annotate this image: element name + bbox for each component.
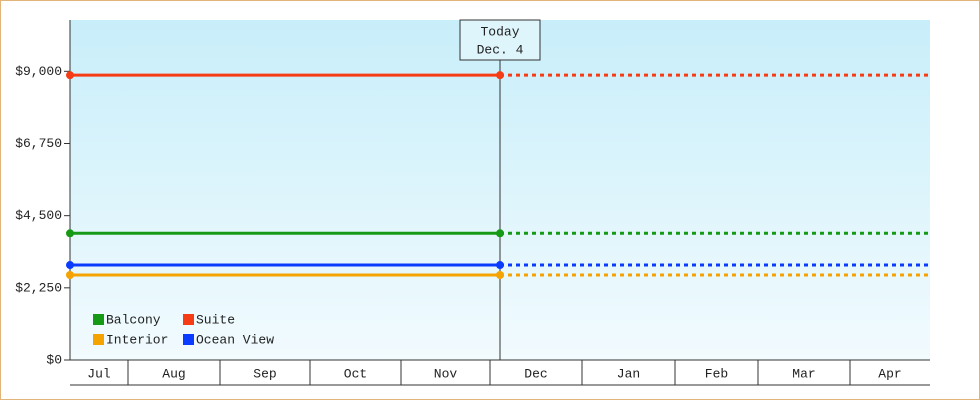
x-tick-label: Nov (434, 366, 458, 381)
y-tick-label: $4,500 (15, 208, 62, 223)
series-point (66, 71, 74, 80)
legend-swatch (93, 314, 104, 325)
legend-swatch (183, 314, 194, 325)
series-point (66, 261, 74, 270)
y-tick-label: $2,250 (15, 280, 62, 295)
x-tick-label: Oct (344, 366, 367, 381)
x-tick-label: Dec (524, 366, 547, 381)
series-point (66, 271, 74, 279)
today-box (459, 19, 541, 61)
x-tick-label: Apr (878, 366, 901, 381)
series-point (66, 229, 74, 238)
x-tick-label: Jul (87, 366, 111, 381)
x-tick-label: Sep (253, 366, 276, 381)
y-tick-label: $0 (46, 352, 62, 367)
series-point (496, 229, 504, 238)
y-tick-label: $6,750 (15, 136, 62, 151)
y-tick-label: $9,000 (15, 64, 62, 79)
legend-label: Ocean View (196, 332, 274, 347)
today-title: Today (480, 24, 519, 39)
series-point (496, 261, 504, 270)
series-point (496, 71, 504, 80)
legend-swatch (183, 334, 194, 345)
x-tick-label: Feb (705, 366, 728, 381)
today-date: Dec. 4 (477, 42, 524, 57)
series-point (496, 271, 504, 279)
legend-label: Interior (106, 332, 168, 347)
x-tick-label: Mar (792, 366, 815, 381)
x-tick-label: Aug (162, 366, 185, 381)
legend-label: Balcony (106, 312, 161, 327)
legend-swatch (93, 334, 104, 345)
x-tick-label: Jan (617, 366, 640, 381)
legend-label: Suite (196, 312, 235, 327)
